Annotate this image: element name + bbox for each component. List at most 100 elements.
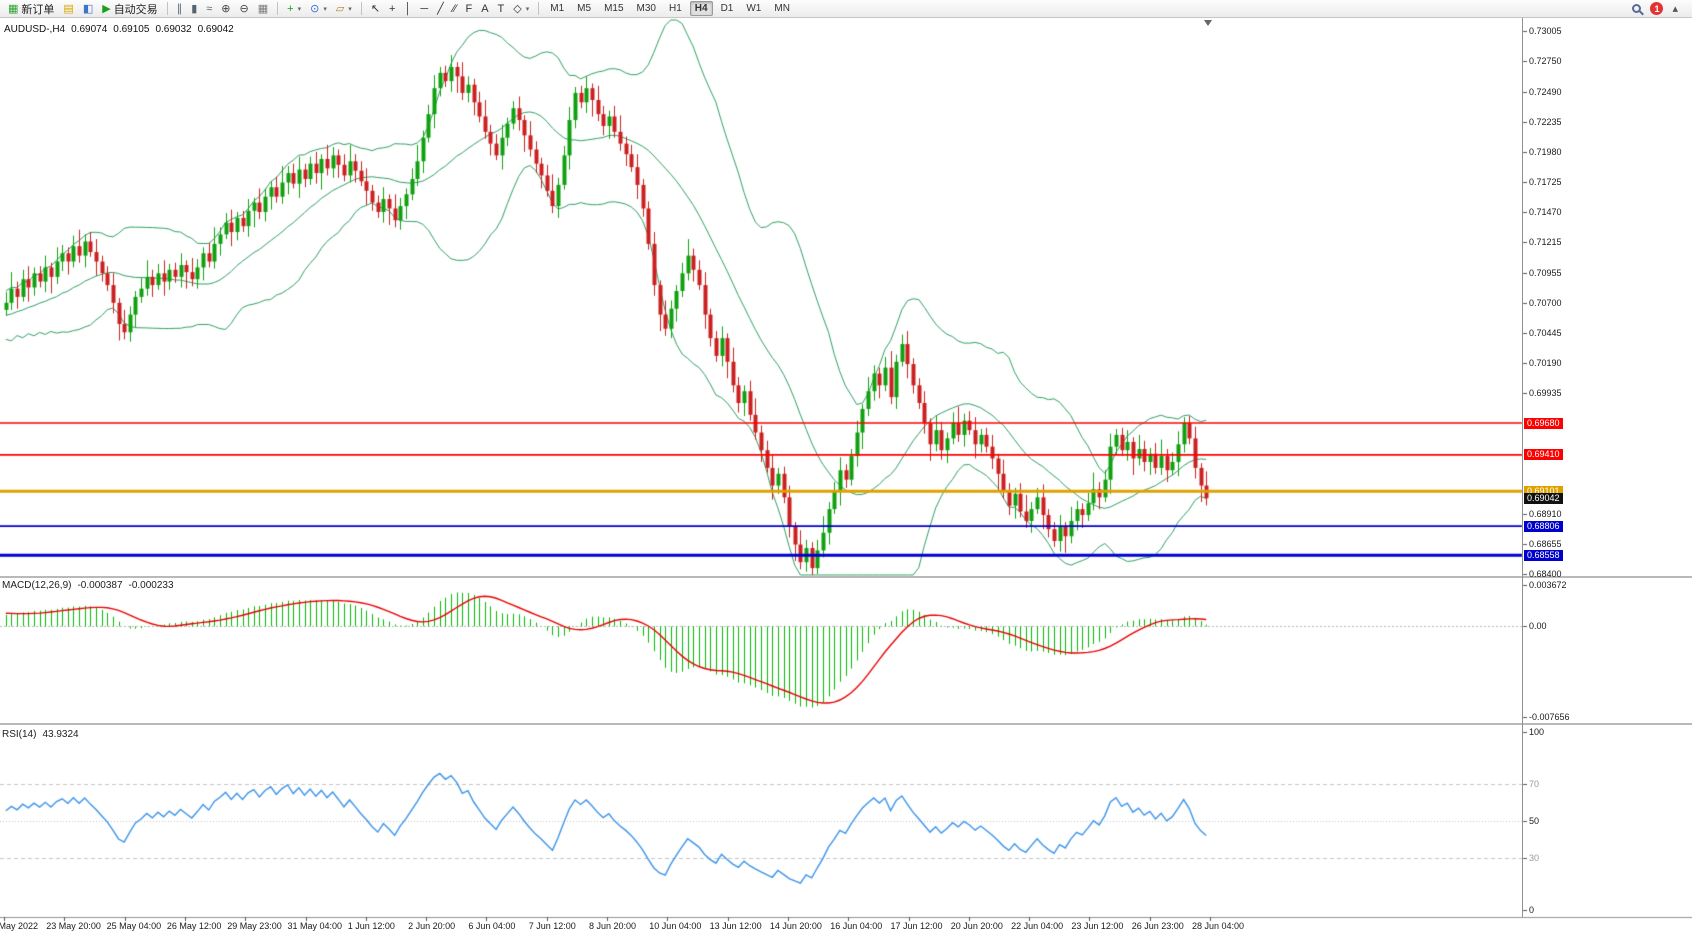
timeframe-mn-button[interactable]: MN	[774, 3, 790, 14]
text-button[interactable]: A	[477, 1, 492, 17]
rsi-scale-label: 0	[1529, 905, 1535, 915]
text-icon: A	[481, 2, 489, 15]
line-chart-button[interactable]: ≈	[202, 1, 216, 17]
fibonacci-button[interactable]: F	[461, 1, 476, 17]
charts-button[interactable]: ▤	[59, 1, 77, 17]
price-axis-label: 0.70700	[1529, 297, 1562, 308]
trendline-button[interactable]: ╱	[433, 1, 448, 17]
readout-low: 0.69032	[155, 24, 192, 35]
bar-chart-icon: ∥	[176, 2, 183, 15]
toolbar-separator	[166, 2, 168, 15]
price-axis-label: 0.70190	[1529, 357, 1562, 368]
new-order-button[interactable]: ▦ 新订单	[4, 1, 58, 17]
time-axis-label: 6 Jun 04:00	[468, 921, 516, 931]
time-axis-label: 25 May 04:00	[106, 921, 162, 931]
time-axis-label: 29 May 23:00	[227, 921, 282, 931]
auto-trading-icon: ▶	[102, 2, 111, 15]
time-axis[interactable]: 20 May 2022 23 May 20:00 25 May 04:00 26 Ma…	[0, 918, 1523, 935]
time-axis-label: 1 Jun 12:00	[347, 921, 395, 931]
vertical-line-button[interactable]: │	[400, 1, 415, 17]
timeframe-w1-button[interactable]: W1	[746, 3, 762, 14]
auto-trading-button[interactable]: ▶ 自动交易	[98, 1, 161, 17]
timeframe-m30-button[interactable]: M30	[636, 3, 656, 14]
time-axis-label: 16 Jun 04:00	[830, 921, 883, 931]
price-tag: 0.69410	[1524, 449, 1563, 461]
time-axis-label: 13 Jun 12:00	[709, 921, 762, 931]
readout-close: 0.69042	[197, 24, 234, 35]
time-axis-label: 7 Jun 12:00	[528, 921, 576, 931]
price-axis[interactable]: 0.73005 0.72750 0.72490 0.72235 0.71980 0.717…	[1523, 18, 1692, 918]
ohlc-readout: AUDUSD-,H4 0.69074 0.69105 0.69032 0.690…	[4, 24, 234, 35]
cursor-button[interactable]: ↖	[367, 1, 384, 17]
templates-icon: ▱	[335, 2, 345, 15]
notification-badge[interactable]: 1	[1650, 2, 1664, 15]
trendline-icon: ╱	[437, 2, 444, 15]
timeframe-m15-button[interactable]: M15	[604, 3, 624, 14]
time-axis-label: 23 May 20:00	[46, 921, 101, 931]
readout-high: 0.69105	[113, 24, 150, 35]
price-axis-label: 0.68400	[1529, 569, 1562, 579]
rsi-scale-label: 50	[1529, 816, 1540, 826]
candlestick-chart-button[interactable]: ▮	[187, 1, 201, 17]
toolbar-separator	[277, 2, 279, 15]
channel-icon: ∕∕	[452, 2, 457, 15]
line-chart-icon: ≈	[206, 2, 213, 15]
timeframe-h1-button[interactable]: H1	[668, 3, 682, 14]
indicator-label-rsi: RSI(14) 43.9324	[2, 729, 79, 740]
time-axis-label: 26 May 12:00	[166, 921, 222, 931]
time-axis-label: 31 May 04:00	[287, 921, 343, 931]
channel-button[interactable]: ∕∕	[449, 1, 461, 17]
readout-open: 0.69074	[71, 24, 108, 35]
macd-scale-label: 0.00	[1529, 621, 1547, 632]
market-watch-button[interactable]: ◧	[79, 1, 97, 17]
price-tag: 0.69680	[1524, 417, 1563, 429]
zoom-out-button[interactable]: ⊖	[236, 1, 253, 17]
periods-button[interactable]: ⊙ ▾	[306, 1, 331, 17]
tile-windows-button[interactable]: ▦	[254, 1, 272, 17]
toolbar-overflow-icon[interactable]: ▴	[1672, 2, 1678, 15]
timeframe-d1-button[interactable]: D1	[720, 3, 734, 14]
zoom-out-icon: ⊖	[239, 2, 249, 15]
shapes-button[interactable]: ◇ ▾	[509, 1, 533, 17]
timeframe-m1-button[interactable]: M1	[550, 3, 565, 14]
crosshair-icon: +	[389, 2, 396, 15]
price-axis-label: 0.70955	[1529, 267, 1562, 278]
time-axis-label: 2 Jun 20:00	[408, 921, 456, 931]
indicators-button[interactable]: + ▾	[283, 1, 305, 17]
price-tag: 0.68806	[1524, 520, 1563, 532]
time-axis-label: 20 Jun 20:00	[950, 921, 1003, 931]
time-axis-label: 14 Jun 20:00	[769, 921, 822, 931]
symbol-period-label: AUDUSD-,H4	[4, 24, 66, 35]
label-button[interactable]: T	[494, 1, 509, 17]
dropdown-arrow-icon: ▾	[525, 5, 530, 13]
horizontal-line-button[interactable]: ─	[416, 1, 432, 17]
templates-button[interactable]: ▱ ▾	[332, 1, 356, 17]
timeframe-h4-button[interactable]: H4	[689, 1, 713, 16]
new-order-button-label: 新订单	[21, 3, 55, 16]
zoom-in-button[interactable]: ⊕	[217, 1, 234, 17]
time-axis-label: 8 Jun 20:00	[589, 921, 637, 931]
toolbar: ▦ 新订单 ▤ ◧ ▶ 自动交易 ∥ ▮ ≈ ⊕ ⊖ ▦ + ▾ ⊙ ▾ ▱ ▾ ↖ + │ ─ ╱ ∕∕ F A T ◇ ▾ M1 M5 M…	[0, 0, 1692, 18]
dropdown-arrow-icon: ▾	[348, 5, 352, 13]
price-axis-label: 0.70445	[1529, 327, 1562, 338]
dropdown-arrow-icon: ▾	[323, 5, 327, 13]
price-axis-border	[1522, 18, 1523, 917]
pane-separator-macd[interactable]	[0, 576, 1692, 578]
macd-name: MACD(12,26,9)	[2, 580, 72, 591]
bar-chart-button[interactable]: ∥	[173, 1, 187, 17]
crosshair-button[interactable]: +	[385, 1, 399, 17]
indicators-icon: +	[287, 2, 294, 15]
price-axis-label: 0.73005	[1529, 26, 1562, 36]
pane-separator-rsi[interactable]	[0, 723, 1692, 725]
timeframe-m5-button[interactable]: M5	[577, 3, 592, 14]
current-price-tag: 0.69042	[1524, 492, 1563, 504]
time-axis-label: 22 Jun 04:00	[1011, 921, 1064, 931]
price-axis-label: 0.72490	[1529, 86, 1562, 97]
time-axis-label: 28 Jun 04:00	[1192, 921, 1245, 931]
search-icon[interactable]	[1632, 4, 1642, 13]
indicator-label-macd: MACD(12,26,9) -0.000387 -0.000233	[2, 580, 174, 591]
chart-shift-marker	[1204, 20, 1212, 26]
price-axis-label: 0.72750	[1529, 56, 1562, 67]
